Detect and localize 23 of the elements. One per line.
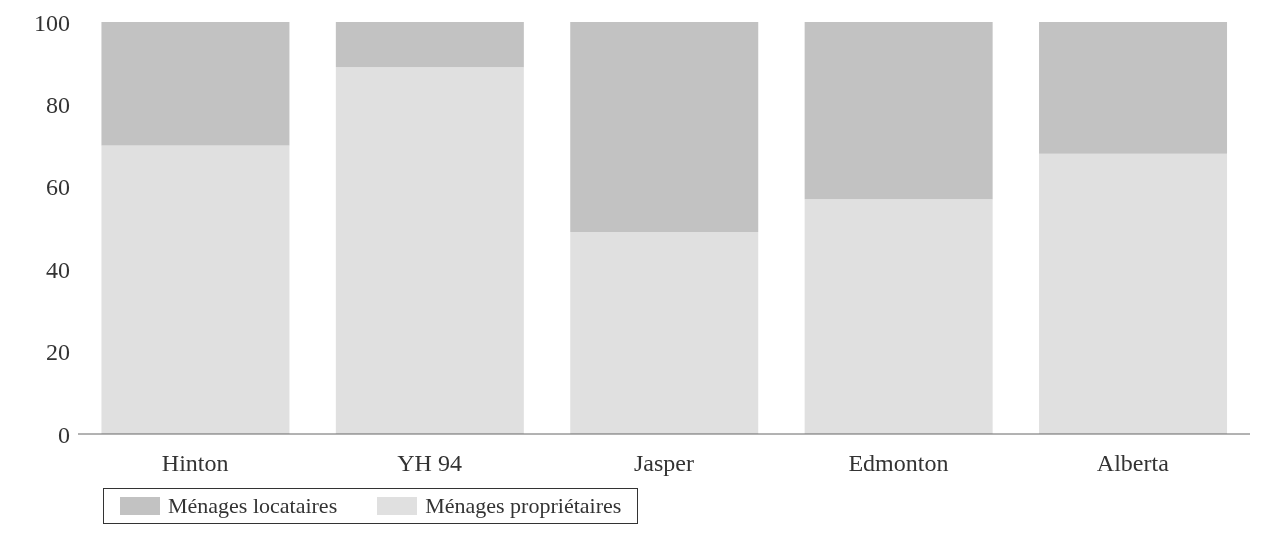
bar xyxy=(101,145,290,434)
bar xyxy=(1039,22,1228,154)
bar xyxy=(335,22,524,68)
bar xyxy=(570,232,759,434)
y-tick-label: 80 xyxy=(46,91,70,118)
y-tick-label: 60 xyxy=(46,174,70,201)
x-tick-label: Hinton xyxy=(161,450,229,477)
bar xyxy=(101,22,290,146)
x-tick-label: Alberta xyxy=(1096,450,1170,477)
legend-label: Ménages locataires xyxy=(168,493,338,519)
legend-label: Ménages propriétaires xyxy=(425,493,622,519)
bar xyxy=(804,199,993,434)
x-tick-label: Jasper xyxy=(634,450,694,477)
y-tick-label: 40 xyxy=(46,256,70,283)
x-tick-label: Edmonton xyxy=(848,450,949,477)
bar xyxy=(335,67,524,434)
y-tick-label: 20 xyxy=(46,339,70,366)
bar xyxy=(1039,153,1228,434)
x-tick-label: YH 94 xyxy=(397,450,462,477)
bar xyxy=(804,22,993,200)
y-tick-label: 0 xyxy=(58,421,70,448)
bar xyxy=(570,22,759,233)
y-tick-label: 100 xyxy=(34,9,70,36)
